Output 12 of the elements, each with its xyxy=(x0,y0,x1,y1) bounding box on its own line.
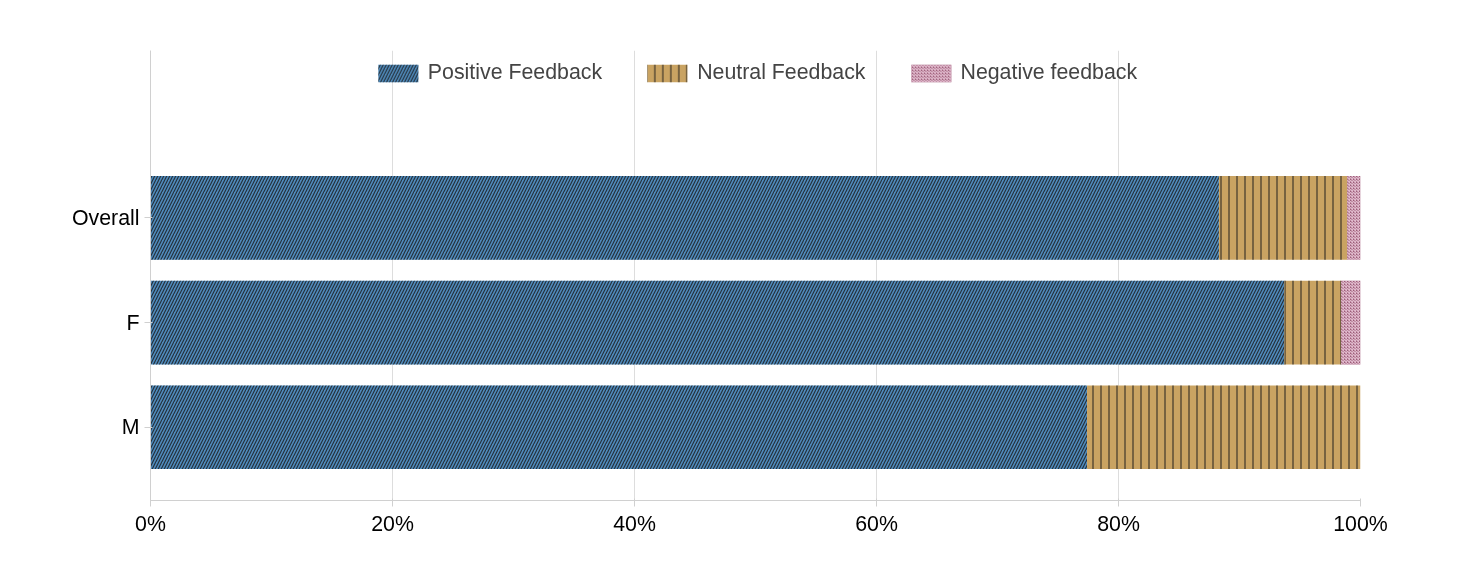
x-tick-label: 60% xyxy=(855,511,898,536)
legend-label: Negative feedback xyxy=(960,60,1138,85)
y-tick-label: M xyxy=(121,415,140,440)
x-tick-label: 100% xyxy=(1333,511,1388,536)
y-tick-label: F xyxy=(126,310,140,335)
x-tick-label: 20% xyxy=(371,511,414,536)
legend-label: Neutral Feedback xyxy=(697,60,866,85)
x-tick-label: 80% xyxy=(1097,511,1140,536)
y-tick-label: Overall xyxy=(71,205,140,230)
x-tick-label: 40% xyxy=(613,511,656,536)
legend-label: Positive Feedback xyxy=(427,60,603,85)
x-tick-label: 0% xyxy=(135,511,166,536)
